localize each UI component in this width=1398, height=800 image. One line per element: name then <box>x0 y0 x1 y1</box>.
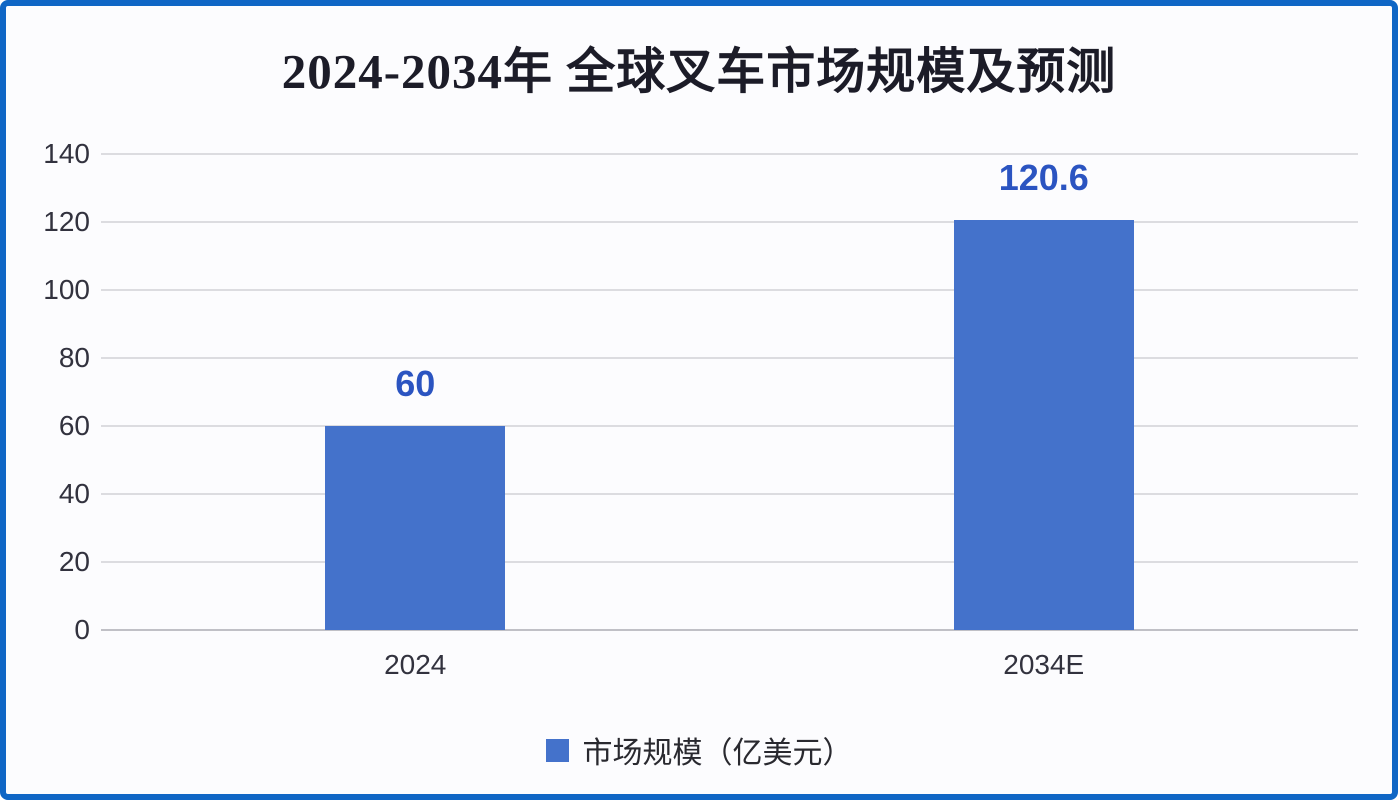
chart-title: 2024-2034年 全球叉车市场规模及预测 <box>281 44 1117 99</box>
plot-area: 0 20 40 60 80 100 120 140 60 2024 120.6 2034E <box>6 6 1392 794</box>
y-tick-label: 0 <box>74 614 90 645</box>
x-axis-line <box>101 629 1358 631</box>
gridline <box>101 289 1358 291</box>
gridline <box>101 221 1358 223</box>
legend-label: 市场规模（亿美元） <box>582 737 853 770</box>
y-tick-label: 100 <box>43 274 90 305</box>
bar-value-label: 120.6 <box>998 156 1089 198</box>
x-category-label: 2024 <box>384 649 447 680</box>
legend-swatch-icon <box>545 738 569 762</box>
y-tick-label: 140 <box>43 138 90 169</box>
gridline <box>101 561 1358 563</box>
x-category-label: 2034E <box>1003 649 1085 680</box>
y-tick-label: 20 <box>58 546 90 577</box>
y-tick-label: 120 <box>43 206 90 237</box>
bar <box>325 426 506 630</box>
gridline <box>101 425 1358 427</box>
legend: 市场规模（亿美元） <box>6 728 1392 772</box>
bar-value-label: 60 <box>395 363 436 404</box>
gridline <box>101 493 1358 495</box>
y-tick-label: 40 <box>58 478 90 509</box>
gridline <box>101 153 1358 155</box>
bar <box>953 219 1134 630</box>
y-tick-label: 80 <box>58 342 90 373</box>
y-tick-label: 60 <box>58 410 90 441</box>
gridline <box>101 357 1358 359</box>
